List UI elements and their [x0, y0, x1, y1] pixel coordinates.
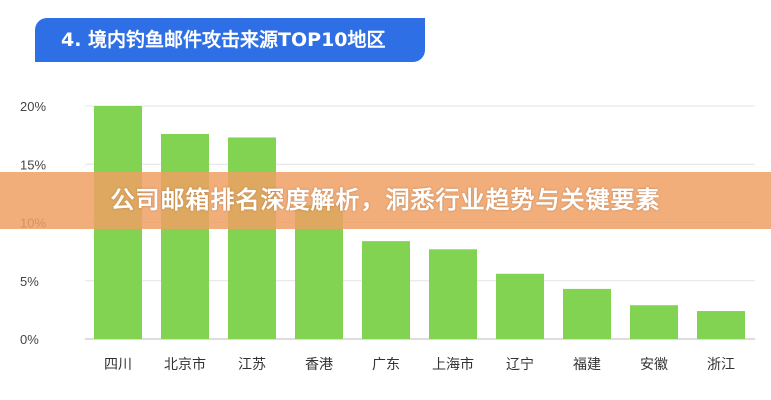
x-tick-label: 广东	[372, 357, 400, 373]
x-tick-label: 辽宁	[506, 356, 534, 373]
x-tick-label: 福建	[573, 357, 601, 373]
x-tick-label: 四川	[104, 357, 132, 373]
x-tick-label: 北京市	[164, 356, 206, 373]
bar	[630, 305, 678, 339]
overlay-banner	[0, 172, 771, 229]
y-tick-label: 0%	[20, 332, 39, 347]
x-tick-label: 浙江	[707, 357, 735, 373]
x-tick-label: 江苏	[238, 357, 266, 373]
x-tick-label: 香港	[305, 357, 333, 373]
y-tick-label: 15%	[20, 157, 46, 172]
banner-text: 公司邮箱排名深度解析，洞悉行业趋势与关键要素	[110, 186, 661, 214]
bar	[161, 133, 209, 339]
bar	[697, 311, 745, 339]
x-tick-label: 上海市	[432, 356, 474, 373]
y-tick-label: 5%	[20, 274, 39, 289]
bar	[496, 273, 544, 339]
bar	[228, 137, 276, 339]
x-tick-label: 安徽	[640, 357, 668, 373]
bar	[362, 241, 410, 339]
chart-title: 4. 境内钓鱼邮件攻击来源TOP10地区	[35, 18, 425, 62]
bar	[563, 288, 611, 339]
y-tick-label: 20%	[20, 99, 46, 114]
bar	[429, 249, 477, 339]
